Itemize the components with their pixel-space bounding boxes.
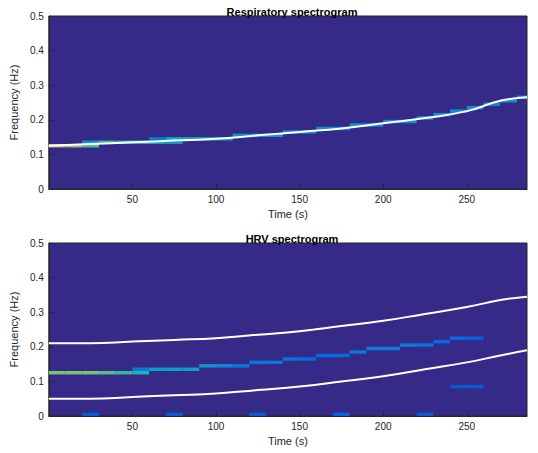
svg-text:0.3: 0.3 xyxy=(30,307,44,318)
svg-text:0.1: 0.1 xyxy=(30,149,44,160)
svg-text:0: 0 xyxy=(38,411,44,422)
svg-text:200: 200 xyxy=(375,194,392,205)
svg-text:150: 150 xyxy=(291,194,308,205)
svg-text:50: 50 xyxy=(127,194,139,205)
svg-text:200: 200 xyxy=(375,421,392,432)
svg-text:250: 250 xyxy=(458,421,475,432)
svg-text:0.2: 0.2 xyxy=(30,114,44,125)
svg-text:0.1: 0.1 xyxy=(30,376,44,387)
svg-text:150: 150 xyxy=(291,421,308,432)
svg-text:250: 250 xyxy=(458,194,475,205)
svg-text:Time (s): Time (s) xyxy=(268,435,308,447)
svg-text:0.4: 0.4 xyxy=(30,272,44,283)
svg-text:0.3: 0.3 xyxy=(30,80,44,91)
svg-text:100: 100 xyxy=(208,194,225,205)
svg-text:Respiratory spectrogram: Respiratory spectrogram xyxy=(227,6,358,18)
svg-text:Frequency (Hz): Frequency (Hz) xyxy=(8,65,20,141)
svg-text:50: 50 xyxy=(127,421,139,432)
svg-text:Frequency (Hz): Frequency (Hz) xyxy=(8,292,20,368)
svg-text:0.5: 0.5 xyxy=(30,238,44,249)
svg-text:100: 100 xyxy=(208,421,225,432)
svg-text:Time (s): Time (s) xyxy=(268,208,308,220)
svg-text:0.2: 0.2 xyxy=(30,341,44,352)
svg-text:0.5: 0.5 xyxy=(30,11,44,22)
svg-text:HRV spectrogram: HRV spectrogram xyxy=(246,233,339,245)
svg-text:0.4: 0.4 xyxy=(30,45,44,56)
svg-text:0: 0 xyxy=(38,184,44,195)
